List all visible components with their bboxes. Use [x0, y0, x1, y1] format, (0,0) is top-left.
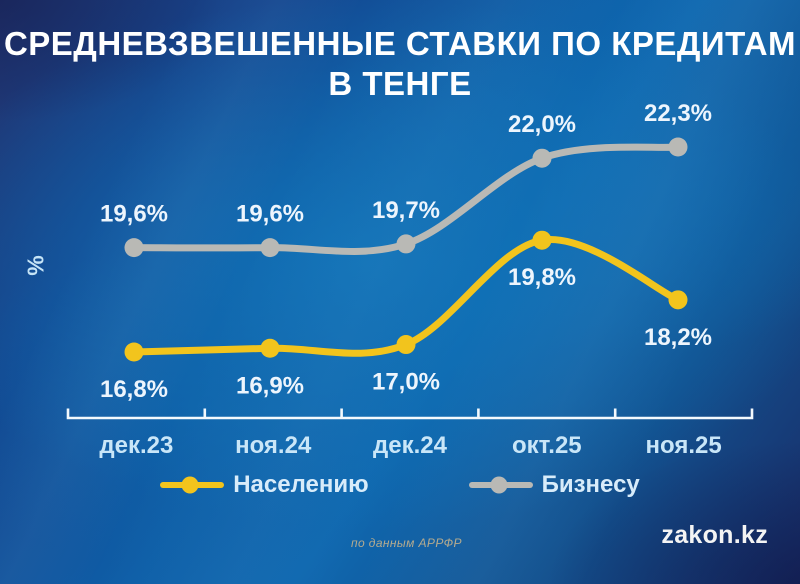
data-point: [260, 238, 280, 258]
page-title: СРЕДНЕВЗВЕШЕННЫЕ СТАВКИ ПО КРЕДИТАМ В ТЕ…: [0, 24, 800, 104]
point-label: 16,8%: [100, 376, 168, 403]
category-label: ноя.24: [235, 432, 312, 459]
point-label: 22,3%: [644, 100, 712, 127]
series-0: [124, 230, 688, 362]
legend-line-gray-icon: [468, 476, 533, 494]
category-label: ноя.25: [645, 432, 721, 459]
data-point: [124, 342, 144, 362]
series-1: [124, 137, 688, 258]
point-label: 22,0%: [508, 111, 576, 138]
legend-item-naseleniyu: Населению: [160, 471, 369, 499]
point-label: 17,0%: [372, 369, 440, 396]
legend-line-yellow-icon: [160, 476, 225, 494]
data-point: [668, 290, 688, 310]
point-label: 19,6%: [100, 201, 168, 228]
point-label: 16,9%: [236, 372, 304, 399]
point-label: 19,8%: [508, 264, 576, 291]
title-line-2: В ТЕНГЕ: [328, 65, 472, 102]
point-label: 18,2%: [644, 324, 712, 351]
category-label: дек.23: [99, 432, 173, 459]
category-label: окт.25: [512, 432, 582, 459]
category-label: дек.24: [373, 432, 448, 459]
legend-item-biznesu: Бизнесу: [468, 471, 640, 499]
data-point: [260, 338, 280, 358]
title-line-1: СРЕДНЕВЗВЕШЕННЫЕ СТАВКИ ПО КРЕДИТАМ: [3, 25, 797, 62]
data-point: [532, 230, 552, 250]
source-note: по данным АРРФР: [351, 536, 462, 550]
point-label: 19,6%: [236, 201, 304, 228]
data-point: [396, 335, 416, 355]
x-axis: [66, 408, 754, 420]
legend: Населению Бизнесу: [0, 471, 800, 499]
data-point: [396, 234, 416, 254]
legend-label-biznesu: Бизнесу: [541, 471, 640, 498]
point-label: 19,7%: [372, 197, 440, 224]
data-point: [124, 238, 144, 258]
legend-label-naseleniyu: Населению: [233, 471, 369, 498]
zakon-logo: zakon.kz: [661, 521, 768, 549]
data-point: [668, 137, 688, 157]
data-point: [532, 148, 552, 168]
